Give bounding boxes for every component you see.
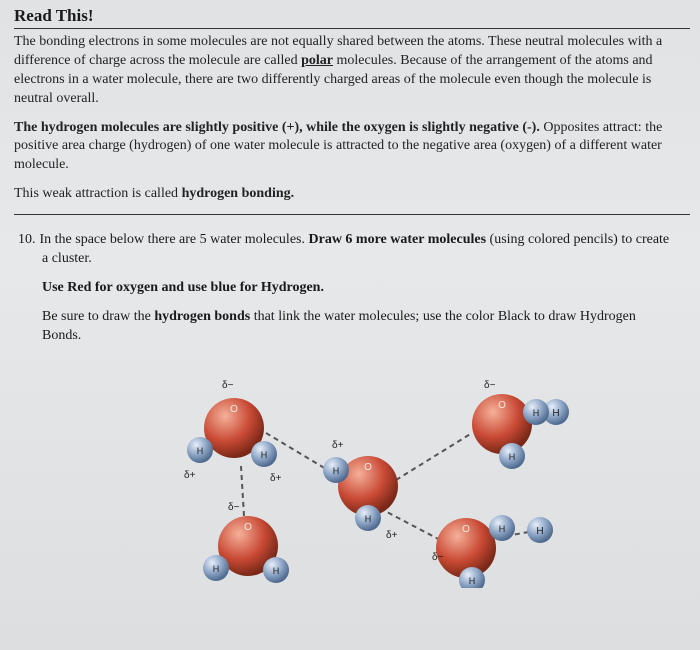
svg-text:O: O xyxy=(462,524,470,535)
svg-text:H: H xyxy=(499,524,506,534)
svg-text:H: H xyxy=(469,576,476,586)
question-line-2: Use Red for oxygen and use blue for Hydr… xyxy=(42,279,670,298)
svg-text:H: H xyxy=(197,446,204,456)
svg-text:H: H xyxy=(273,566,280,576)
question-line-1: 10.In the space below there are 5 water … xyxy=(42,231,670,269)
svg-text:H: H xyxy=(509,452,516,462)
section-heading: Read This! xyxy=(14,6,690,29)
svg-text:H: H xyxy=(365,514,372,524)
text: In the space below there are 5 water mol… xyxy=(40,232,309,247)
text-bold: Draw 6 more water molecules xyxy=(309,232,487,247)
worksheet-page: { "heading": "Read This!", "para1_a": "T… xyxy=(0,0,700,650)
svg-text:H: H xyxy=(552,408,559,419)
svg-text:δ+: δ+ xyxy=(332,440,344,451)
text: Be sure to draw the xyxy=(42,309,154,324)
svg-text:H: H xyxy=(213,564,220,574)
text-bold: hydrogen bonding. xyxy=(182,186,295,201)
text-bold: hydrogen bonds xyxy=(154,309,250,324)
svg-text:O: O xyxy=(244,522,252,533)
question-10: 10.In the space below there are 5 water … xyxy=(42,231,670,592)
svg-text:H: H xyxy=(536,526,543,537)
svg-text:H: H xyxy=(261,450,268,460)
svg-text:δ−: δ− xyxy=(228,502,240,513)
water-molecules-diagram: HHOHHδ−δ+δ+OHHδ−OHHδ+δ+OHHδ−OHHδ− xyxy=(136,358,576,588)
paragraph-3: This weak attraction is called hydrogen … xyxy=(14,185,690,204)
svg-text:δ−: δ− xyxy=(222,380,234,391)
svg-text:δ+: δ+ xyxy=(270,473,282,484)
svg-text:δ+: δ+ xyxy=(386,530,398,541)
divider xyxy=(14,214,690,215)
svg-text:O: O xyxy=(498,400,506,411)
svg-text:O: O xyxy=(364,462,372,473)
question-line-3: Be sure to draw the hydrogen bonds that … xyxy=(42,308,670,346)
svg-text:H: H xyxy=(333,466,340,476)
diagram-container: HHOHHδ−δ+δ+OHHδ−OHHδ+δ+OHHδ−OHHδ− xyxy=(42,358,670,593)
polar-term: polar xyxy=(301,53,333,68)
svg-text:δ−: δ− xyxy=(484,380,496,391)
svg-text:O: O xyxy=(230,404,238,415)
svg-text:H: H xyxy=(533,408,540,418)
paragraph-2: The hydrogen molecules are slightly posi… xyxy=(14,119,690,176)
svg-text:δ−: δ− xyxy=(432,552,444,563)
svg-text:δ+: δ+ xyxy=(184,470,196,481)
text-bold: The hydrogen molecules are slightly posi… xyxy=(14,120,540,135)
paragraph-1: The bonding electrons in some molecules … xyxy=(14,33,690,109)
question-number: 10. xyxy=(18,232,40,247)
text: This weak attraction is called xyxy=(14,186,182,201)
